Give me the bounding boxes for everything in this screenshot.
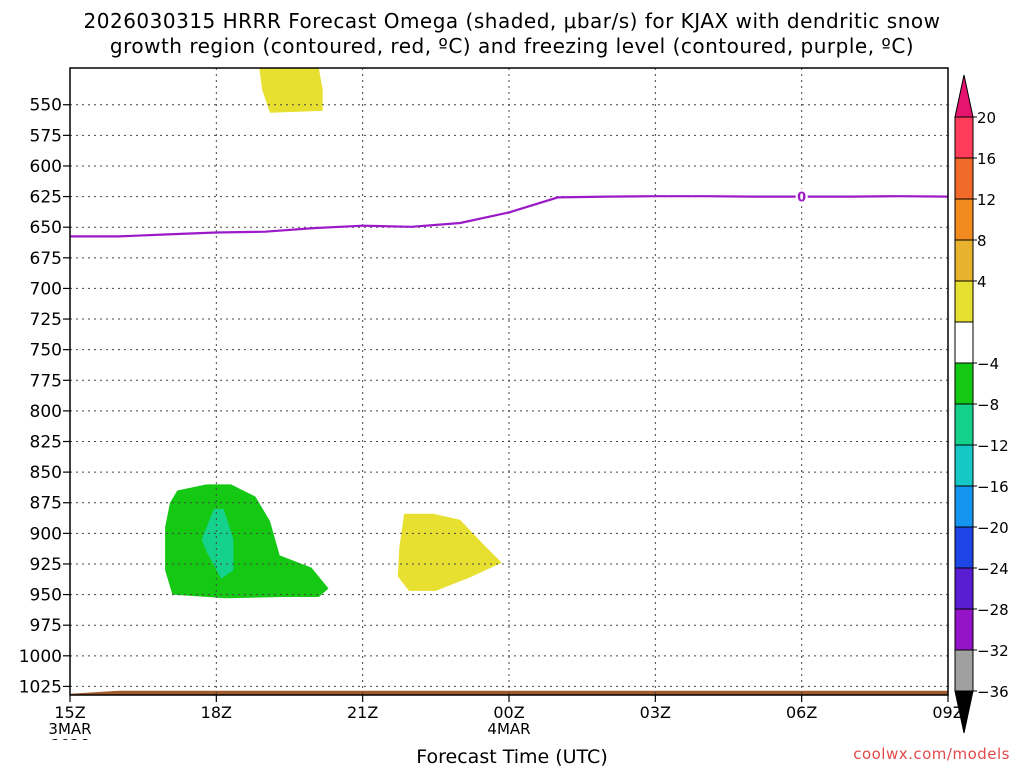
colorbar-label: 16 <box>977 150 996 168</box>
y-tick-label: 725 <box>30 310 62 330</box>
y-tick-label: 800 <box>30 402 62 422</box>
colorbar-top-arrow <box>954 74 974 118</box>
y-tick-label: 750 <box>30 341 62 361</box>
y-tick-label: 975 <box>30 616 62 636</box>
x-tick-label: 21Z <box>347 703 378 722</box>
omega-region-4 <box>201 508 234 579</box>
omega-region-2 <box>397 513 502 591</box>
colorbar-label: 4 <box>977 273 987 291</box>
colorbar-label: 8 <box>977 232 987 250</box>
freezing-level-label-bg <box>795 188 808 205</box>
chart-title-line-2: growth region (contoured, red, ºC) and f… <box>109 34 915 58</box>
omega-region-1 <box>259 68 323 113</box>
x-tick-sublabel: 3MAR <box>48 720 91 738</box>
colorbar-swatch <box>954 649 974 692</box>
colorbar-swatch <box>954 239 974 282</box>
colorbar-swatch <box>954 157 974 200</box>
x-tick-sublabel: 4MAR <box>487 720 530 738</box>
colorbar-label: −32 <box>977 642 1009 660</box>
y-tick-label: 825 <box>30 433 62 453</box>
y-tick-label: 675 <box>30 249 62 269</box>
grid-lines <box>70 68 948 695</box>
colorbar-label: 12 <box>977 191 996 209</box>
colorbar-label: 20 <box>977 109 996 127</box>
colorbar-label: −4 <box>977 355 999 373</box>
colorbar-swatch <box>954 362 974 405</box>
y-axis: 550 575 600 625 650 675 700 725 750 775 800 825 850 8… <box>19 96 70 697</box>
y-tick-label: 625 <box>30 188 62 208</box>
x-tick-sublabel: 2026 <box>51 736 89 740</box>
y-tick-label: 1025 <box>19 677 62 697</box>
y-tick-label: 600 <box>30 157 62 177</box>
colorbar-swatch <box>954 444 974 487</box>
x-tick-label: 09Z <box>932 703 963 722</box>
y-tick-label: 950 <box>30 586 62 606</box>
x-axis-label: Forecast Time (UTC) <box>416 746 608 768</box>
y-tick-label: 550 <box>30 96 62 116</box>
y-tick-label: 925 <box>30 555 62 575</box>
colorbar: 20 16 12 8 4 −4 −8 −12 −16 −20 −24 −28 −32 −36 <box>954 74 1009 734</box>
x-tick-label: 15Z <box>54 703 85 722</box>
y-tick-label: 700 <box>30 279 62 299</box>
colorbar-swatch <box>954 280 974 323</box>
colorbar-swatch <box>954 526 974 569</box>
colorbar-swatch <box>954 567 974 610</box>
y-tick-label: 850 <box>30 463 62 483</box>
colorbar-swatch <box>954 608 974 651</box>
y-tick-label: 775 <box>30 371 62 391</box>
x-tick-label: 00Z <box>493 703 524 722</box>
colorbar-label: −36 <box>977 683 1009 701</box>
colorbar-label: −28 <box>977 601 1009 619</box>
colorbar-label: −24 <box>977 560 1009 578</box>
chart-title-line-1: 2026030315 HRRR Forecast Omega (shaded, … <box>83 9 941 33</box>
colorbar-swatch <box>954 321 974 364</box>
freezing-level-label: 0 <box>797 191 806 206</box>
colorbar-swatch <box>954 485 974 528</box>
colorbar-swatch <box>954 403 974 446</box>
omega-shaded-regions <box>165 68 502 599</box>
colorbar-label: −8 <box>977 396 999 414</box>
x-tick-label: 06Z <box>786 703 817 722</box>
omega-region-3 <box>165 484 329 599</box>
y-tick-label: 1000 <box>19 647 62 667</box>
colorbar-bottom-arrow <box>954 690 974 734</box>
y-tick-label: 575 <box>30 126 62 146</box>
y-tick-label: 900 <box>30 524 62 544</box>
credit-link[interactable]: coolwx.com/models <box>853 745 1010 763</box>
forecast-cross-section-chart: 0 55057560062565067570072575077580082585… <box>19 67 1009 740</box>
x-tick-label: 18Z <box>201 703 232 722</box>
colorbar-label: −20 <box>977 519 1009 537</box>
freezing-level-contour: 0 <box>70 188 949 238</box>
colorbar-swatch <box>954 116 974 159</box>
colorbar-label: −12 <box>977 437 1009 455</box>
y-tick-label: 650 <box>30 218 62 238</box>
y-tick-label: 875 <box>30 494 62 514</box>
x-tick-label: 03Z <box>640 703 671 722</box>
colorbar-label: −16 <box>977 478 1009 496</box>
colorbar-swatch <box>954 198 974 241</box>
